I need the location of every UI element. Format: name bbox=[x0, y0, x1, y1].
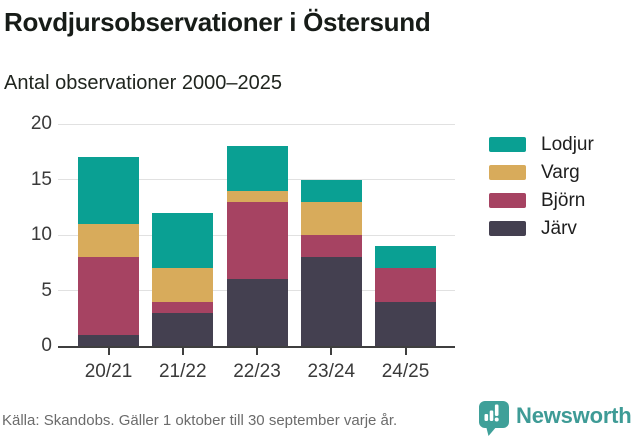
x-axis-tick bbox=[330, 348, 333, 355]
newsworthy-logo-icon bbox=[479, 401, 509, 436]
chart-subtitle: Antal observationer 2000–2025 bbox=[4, 72, 282, 94]
x-tick-label: 21/22 bbox=[158, 361, 207, 382]
bar-segment-björn-24-25 bbox=[375, 268, 436, 302]
x-axis-tick bbox=[404, 348, 407, 355]
bar-segment-lodjur-23-24 bbox=[300, 179, 362, 202]
bar-segment-varg-20-21 bbox=[78, 223, 139, 258]
x-tick-label: 23/24 bbox=[307, 361, 356, 382]
legend-item-björn: Björn bbox=[489, 190, 594, 211]
gridline bbox=[58, 123, 455, 125]
legend-swatch-varg bbox=[489, 165, 526, 180]
y-tick-label: 5 bbox=[41, 279, 52, 301]
bar-segment-järv-22-23 bbox=[226, 279, 288, 346]
bar-segment-järv-20-21 bbox=[78, 334, 139, 346]
source-note: Källa: Skandobs. Gäller 1 oktober till 3… bbox=[2, 412, 398, 429]
legend-swatch-björn bbox=[489, 193, 526, 208]
bar-segment-lodjur-24-25 bbox=[375, 246, 436, 269]
legend-label-varg: Varg bbox=[541, 162, 580, 183]
legend-label-lodjur: Lodjur bbox=[541, 134, 594, 155]
legend-swatch-järv bbox=[489, 221, 526, 236]
y-tick-label: 0 bbox=[41, 335, 52, 356]
bar-segment-lodjur-22-23 bbox=[226, 146, 288, 191]
x-tick-label: 20/21 bbox=[84, 361, 133, 382]
bar-segment-björn-20-21 bbox=[78, 257, 139, 335]
bar-segment-björn-23-24 bbox=[300, 235, 362, 258]
x-axis-tick bbox=[181, 348, 184, 355]
legend-item-varg: Varg bbox=[489, 162, 594, 183]
y-tick-label: 20 bbox=[30, 113, 52, 134]
x-axis-tick bbox=[107, 348, 110, 355]
bar-segment-varg-22-23 bbox=[226, 190, 288, 202]
x-axis-tick bbox=[256, 348, 258, 355]
y-tick-label: 10 bbox=[30, 224, 52, 245]
legend-label-björn: Björn bbox=[541, 190, 586, 211]
legend-item-lodjur: Lodjur bbox=[489, 134, 594, 155]
bar-segment-björn-22-23 bbox=[226, 201, 288, 280]
bar-segment-varg-21-22 bbox=[152, 268, 214, 302]
legend-item-järv: Järv bbox=[489, 218, 594, 239]
newsworthy-brand-link[interactable]: Newsworthy bbox=[478, 399, 631, 437]
x-tick-label: 22/23 bbox=[233, 361, 281, 382]
chart-legend: Lodjur Varg Björn Järv bbox=[489, 134, 594, 249]
legend-label-järv: Järv bbox=[541, 218, 577, 239]
bar-segment-varg-23-24 bbox=[300, 201, 362, 235]
legend-swatch-lodjur bbox=[489, 137, 526, 152]
bar-segment-järv-24-25 bbox=[375, 301, 436, 346]
bar-segment-järv-23-24 bbox=[300, 257, 362, 346]
bar-segment-lodjur-21-22 bbox=[152, 212, 214, 269]
bar-segment-lodjur-20-21 bbox=[78, 157, 139, 224]
page-title: Rovdjursobservationer i Östersund bbox=[4, 7, 431, 37]
bar-segment-järv-21-22 bbox=[152, 312, 214, 346]
bar-segment-björn-21-22 bbox=[152, 301, 214, 313]
newsworthy-wordmark: Newsworthy bbox=[516, 403, 631, 428]
x-axis-line bbox=[58, 346, 455, 348]
y-tick-label: 15 bbox=[30, 168, 52, 190]
x-tick-label: 24/25 bbox=[381, 361, 430, 382]
